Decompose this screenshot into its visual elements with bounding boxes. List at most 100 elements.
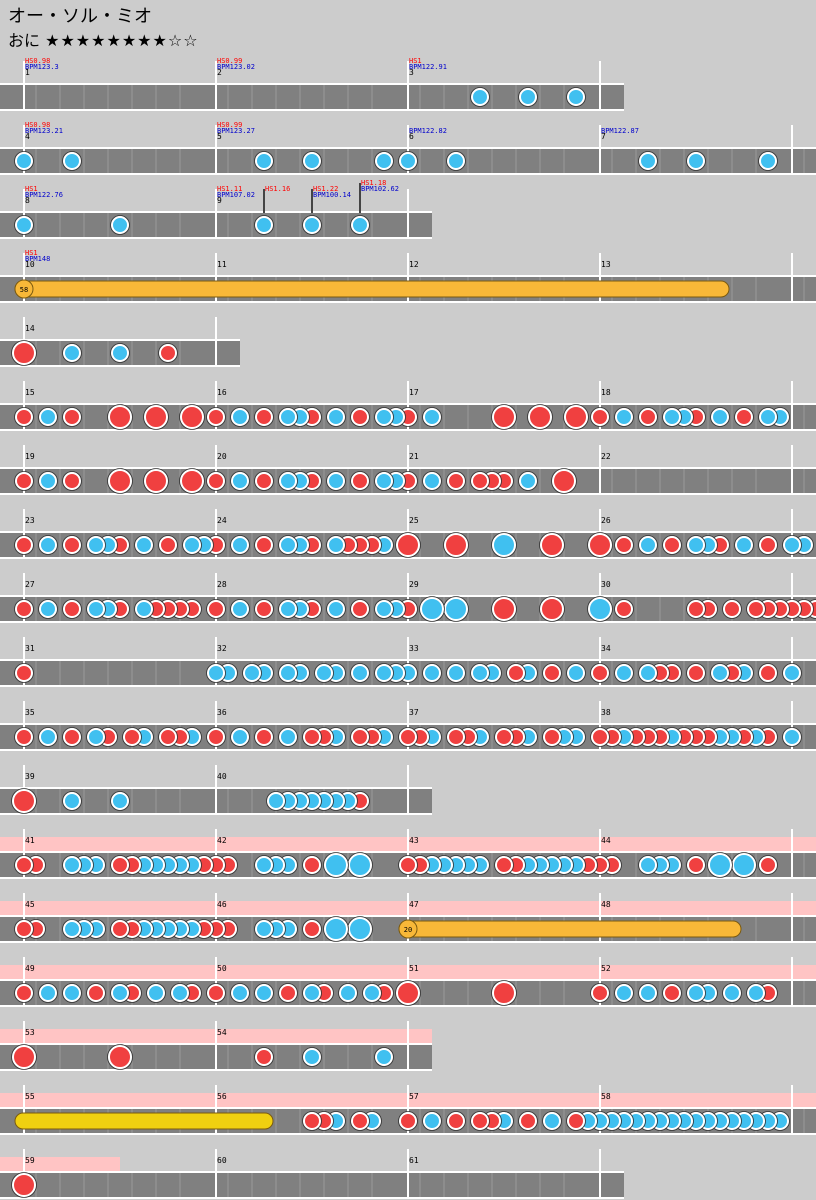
- note-outline: [170, 983, 190, 1003]
- note-outline: [422, 1111, 442, 1131]
- note-outline: [338, 983, 358, 1003]
- big-don-note: [492, 597, 516, 621]
- roll-count: 58: [20, 286, 28, 294]
- note-outline: [110, 919, 130, 939]
- don-note: [255, 536, 273, 554]
- note-outline: [38, 599, 58, 619]
- note-outline: [179, 468, 205, 494]
- don-note: [687, 600, 705, 618]
- don-note: [207, 984, 225, 1002]
- note-outline: [446, 1111, 466, 1131]
- note-outline: [278, 407, 298, 427]
- bpm-label: BPM102.62: [361, 185, 399, 193]
- measure-number: 21: [409, 452, 419, 461]
- note-outline: [590, 663, 610, 683]
- measure-number: 48: [601, 900, 611, 909]
- ka-note: [255, 152, 273, 170]
- ka-note: [15, 216, 33, 234]
- note-outline: [14, 407, 34, 427]
- don-note: [759, 664, 777, 682]
- don-note: [759, 856, 777, 874]
- big-don-note: [444, 533, 468, 557]
- ka-note: [567, 664, 585, 682]
- scroll-speed-label: HS1: [409, 57, 422, 65]
- note-outline: [302, 215, 322, 235]
- don-note: [123, 728, 141, 746]
- bpm-label: BPM123.02: [217, 63, 255, 71]
- measure-number: 6: [409, 132, 414, 141]
- ka-note: [351, 664, 369, 682]
- note-outline: [422, 407, 442, 427]
- ka-note: [135, 536, 153, 554]
- ka-note: [723, 984, 741, 1002]
- don-note: [15, 920, 33, 938]
- ka-note: [207, 664, 225, 682]
- note-outline: [110, 855, 130, 875]
- don-note: [15, 472, 33, 490]
- note-outline: [350, 727, 370, 747]
- big-don-note: [588, 533, 612, 557]
- difficulty-line: おに ★★★★★★★★☆☆: [8, 30, 199, 52]
- note-outline: [86, 599, 106, 619]
- note-outline: [566, 663, 586, 683]
- note-outline: [446, 663, 466, 683]
- measure-number: 31: [25, 644, 35, 653]
- note-outline: [491, 404, 517, 430]
- don-note: [255, 728, 273, 746]
- don-note: [63, 600, 81, 618]
- big-don-note: [12, 789, 36, 813]
- chart-row: 35 36 37 38: [0, 701, 816, 751]
- measure-number: 53: [25, 1028, 35, 1037]
- measure-number: 34: [601, 644, 611, 653]
- note-outline: [746, 599, 766, 619]
- note-outline: [662, 535, 682, 555]
- note-outline: [614, 535, 634, 555]
- ka-note: [711, 664, 729, 682]
- note-outline: [11, 340, 37, 366]
- ka-note: [339, 984, 357, 1002]
- measure-number: 28: [217, 580, 227, 589]
- big-don-note: [180, 405, 204, 429]
- lane: [0, 1173, 624, 1197]
- don-note: [15, 536, 33, 554]
- chart-row: 49 50 51 52: [0, 957, 816, 1007]
- note-outline: [143, 468, 169, 494]
- note-outline: [302, 855, 322, 875]
- note-outline: [107, 404, 133, 430]
- big-don-note: [552, 469, 576, 493]
- ka-note: [543, 1112, 561, 1130]
- don-note: [63, 536, 81, 554]
- don-note: [615, 536, 633, 554]
- measure-number: 30: [601, 580, 611, 589]
- note-outline: [254, 919, 274, 939]
- note-outline: [722, 599, 742, 619]
- big-ka-note: [708, 853, 732, 877]
- bpm-label: BPM123.27: [217, 127, 255, 135]
- note-outline: [446, 471, 466, 491]
- measure-number: 27: [25, 580, 35, 589]
- note-outline: [62, 983, 82, 1003]
- note-outline: [446, 727, 466, 747]
- ka-note: [255, 216, 273, 234]
- don-note: [447, 728, 465, 746]
- note-outline: [254, 407, 274, 427]
- note-outline: [686, 983, 706, 1003]
- don-note: [591, 664, 609, 682]
- ka-note: [315, 664, 333, 682]
- don-note: [207, 408, 225, 426]
- ka-note: [39, 728, 57, 746]
- note-outline: [614, 407, 634, 427]
- note-outline: [62, 471, 82, 491]
- note-outline: [470, 663, 490, 683]
- note-outline: [14, 535, 34, 555]
- note-outline: [638, 663, 658, 683]
- note-outline: [326, 599, 346, 619]
- don-note: [15, 984, 33, 1002]
- big-ka-note: [588, 597, 612, 621]
- ka-note: [327, 472, 345, 490]
- bpm-label: BPM122.87: [601, 127, 639, 135]
